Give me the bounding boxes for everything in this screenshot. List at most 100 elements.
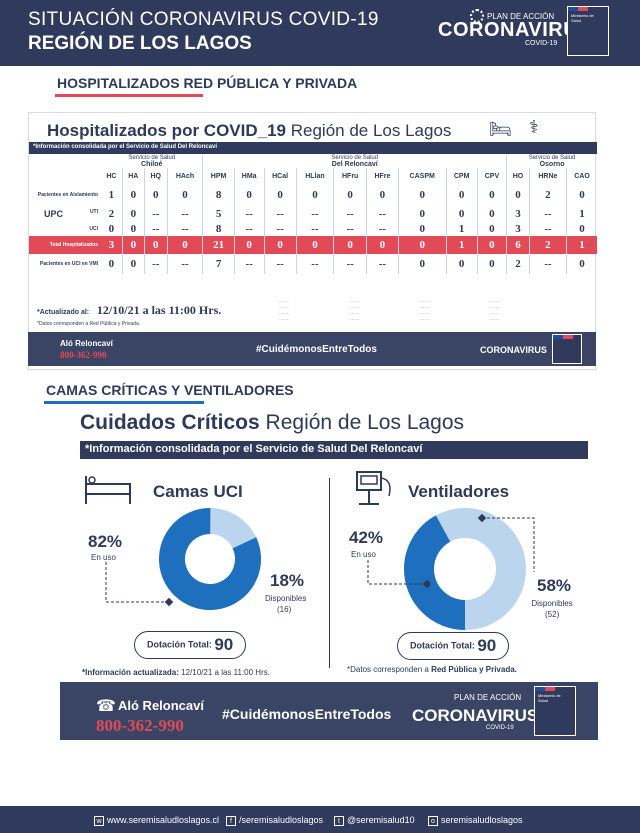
section-divider	[329, 478, 330, 668]
col-header: HLlan	[296, 168, 335, 184]
upc-label: UPC	[44, 208, 64, 219]
hashtag: #CuidémonosEntreTodos	[256, 344, 377, 355]
covid-label: COVID-19	[486, 725, 514, 731]
column-header-row: HC HA HQ HAch HPM HMa HCal HLlan HFru HF…	[29, 168, 597, 184]
coronavirus-brand: CORONAVIRUS	[480, 345, 547, 355]
table-row: UCI 0 0 -- -- 8 -- -- -- -- -- 0 1 0 3 -- 0	[89, 221, 585, 236]
heading-underline	[55, 94, 203, 97]
header-region: REGIÓN DE LOS LAGOS	[28, 33, 252, 54]
coronavirus-brand: CORONAVIRUS	[412, 706, 539, 725]
col-header: HO	[506, 168, 530, 184]
uci-donut	[159, 508, 261, 610]
col-header: HMa	[234, 168, 265, 184]
header-title: SITUACIÓN CORONAVIRUS COVID-19	[28, 9, 379, 30]
col-header: CPM	[446, 168, 478, 184]
vent-avail-count: (52)	[545, 610, 560, 619]
col-header: HRNe	[529, 168, 567, 184]
facebook-icon: f	[226, 815, 236, 826]
table-row: UPC UTI 2 0 -- -- 5 -- -- -- -- -- 0 0 0 3 -- 1	[44, 206, 585, 221]
social-bar: w www.seremisaludloslagos.cl f/seremisalu…	[0, 806, 640, 833]
web-icon: w	[94, 815, 104, 826]
government-logo: Ministerio de Salud	[567, 6, 609, 56]
vent-total: Dotación Total: 90	[397, 632, 510, 660]
vent-used-arc	[404, 508, 526, 630]
service-reloncavi: Servicio de Salud Del Reloncaví	[202, 155, 508, 168]
legend-block: ········ ········ ········ ········	[419, 299, 430, 322]
phone-number[interactable]: 800-362-990	[96, 716, 184, 735]
section-heading-hospitalizados: HOSPITALIZADOS RED PÚBLICA Y PRIVADA	[57, 75, 358, 91]
updated-stamp: *Actualizado al: 12/10/21 a las 11:00 Hr…	[37, 303, 222, 317]
service-chiloe: Servicio de Salud Chiloé	[101, 155, 204, 168]
col-header: HC	[101, 168, 123, 184]
col-header: HCal	[264, 168, 297, 184]
heading-underline	[44, 401, 204, 404]
cuidados-title: Cuidados Críticos Región de Los Lagos	[80, 411, 465, 434]
legend-block: ········ ········ ········ ········	[279, 299, 290, 322]
vent-leader-line	[367, 560, 432, 589]
uci-avail-count: (16)	[277, 605, 292, 614]
covid-label: COVID-19	[525, 40, 558, 47]
twitter-link[interactable]: t @seremisalud10	[334, 815, 415, 826]
info-bar: *Información consolidada por el Servicio…	[80, 441, 588, 459]
hashtag: #CuidémonosEntreTodos	[222, 706, 392, 722]
phone-icon: ☎	[96, 698, 116, 715]
instagram-link[interactable]: o seremisaludloslagos	[428, 815, 523, 826]
col-header: CAO	[574, 172, 590, 180]
col-header: HA	[122, 168, 145, 184]
info-bar: *Información consolidada por el Servicio…	[29, 142, 597, 154]
datos-note: *Datos corresponden a Red Pública y Priv…	[37, 321, 141, 327]
bed-icon: 🛏	[489, 119, 512, 139]
col-header: CASPM	[398, 168, 447, 184]
vent-avail-label: Disponibles	[531, 599, 573, 608]
vent-used-label: En uso	[351, 550, 376, 559]
legend-block: ········ ········ ········ ········	[349, 299, 360, 322]
legend-block: ········ ········ ········ ········	[489, 299, 500, 322]
row-label: Pacientes en Aislamiento	[37, 192, 98, 198]
ventilator-icon	[356, 471, 391, 505]
section-heading-camas: CAMAS CRÍTICAS Y VENTILADORES	[46, 382, 294, 398]
alo-reloncavi: Aló Reloncaví	[118, 698, 204, 713]
plan-label: PLAN DE ACCIÓN	[470, 9, 554, 23]
uci-leader-line	[105, 562, 174, 607]
government-logo	[552, 334, 582, 364]
col-header: CPV	[477, 168, 508, 184]
col-header: HFru	[333, 168, 367, 184]
service-header-row: Servicio de Salud Chiloé Servicio de Salu…	[29, 155, 597, 168]
coronavirus-brand: CORONAVIRUS	[438, 19, 593, 41]
panel-title: Hospitalizados por COVID_19 Región de Lo…	[47, 121, 452, 140]
update-note: *Información actualizada: 12/10/21 a las…	[82, 668, 270, 677]
alo-reloncavi: Aló Reloncaví	[60, 339, 113, 348]
page-header: SITUACIÓN CORONAVIRUS COVID-19 REGIÓN DE…	[0, 0, 640, 66]
uci-avail-label: Disponibles	[265, 594, 307, 603]
hospitalizados-table: Servicio de Salud Chiloé Servicio de Salu…	[29, 155, 597, 274]
uci-used-pct: 82%	[88, 532, 123, 551]
uci-title: Camas UCI	[153, 482, 243, 501]
government-logo: Ministerio de Salud	[534, 686, 576, 736]
uci-total: Dotación Total: 90	[134, 631, 247, 659]
vent-avail-leader-line	[478, 514, 535, 572]
col-header: HQ	[144, 168, 168, 184]
col-header: HFre	[366, 168, 399, 184]
vent-donut	[404, 508, 526, 630]
bed-icon	[85, 476, 131, 504]
col-header: HPM	[202, 168, 235, 184]
uci-avail-pct: 18%	[270, 571, 305, 590]
datos-note: *Datos corresponden a Red Pública y Priv…	[347, 665, 517, 674]
hospitalizados-panel: Hospitalizados por COVID_19 Región de Lo…	[28, 112, 597, 370]
vent-title: Ventiladores	[408, 482, 510, 501]
instagram-icon: o	[428, 815, 438, 826]
footer-bar-1: Aló Reloncaví 800-362-990 #CuidémonosEnt…	[28, 332, 596, 366]
ventilator-icon: ⚕	[529, 117, 539, 137]
phone-number[interactable]: 800-362-990	[60, 350, 107, 360]
vent-used-pct: 42%	[349, 528, 384, 547]
twitter-icon: t	[334, 815, 344, 826]
web-link[interactable]: w www.seremisaludloslagos.cl	[94, 815, 219, 826]
col-header: HAch	[167, 168, 204, 184]
service-osorno: Servicio de Salud Osorno	[528, 155, 576, 168]
facebook-link[interactable]: f/seremisaludloslagos	[226, 815, 323, 826]
footer-bar-2: ☎ Aló Reloncaví 800-362-990 #CuidémonosE…	[60, 682, 598, 740]
virus-icon	[470, 9, 484, 23]
uci-used-label: En uso	[91, 553, 116, 562]
